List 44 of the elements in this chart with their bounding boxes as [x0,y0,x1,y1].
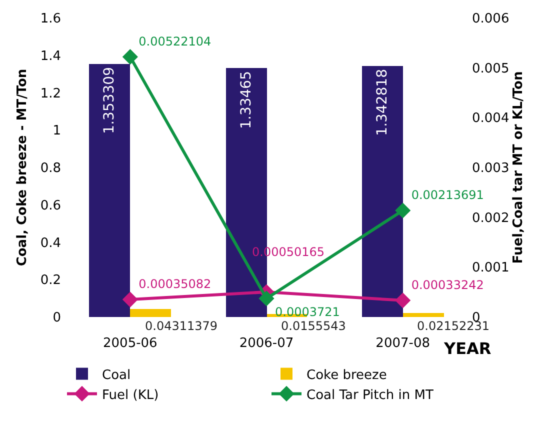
x-tick-label: 2006-07 [239,336,294,351]
point [258,290,274,306]
data-label: 0.00035082 [138,277,212,292]
legend-label: Fuel (KL) [102,388,159,403]
y-tick-label: 0 [52,310,61,326]
data-label: 0.00522104 [138,34,212,48]
y2-tick-label: 0.002 [472,210,510,226]
data-label: 0.0155543 [281,319,346,333]
data-label: 0.00213691 [411,188,484,202]
y2-tick-label: 0.001 [472,260,510,276]
data-label: 1.353309 [102,67,118,134]
y-tick-label: 1.4 [40,48,61,64]
y-tick-label: 0.4 [40,236,61,251]
point [122,292,138,308]
y2-axis-title: Fuel,Coal tar MT or KL/Ton [511,71,526,264]
legend-label: Coal Tar Pitch in MT [306,388,434,403]
bar [362,66,403,317]
point [122,49,138,65]
y2-tick-label: 0.006 [472,12,510,27]
y2-tick-label: 0.003 [472,161,510,176]
legend-label: Coal [102,368,131,383]
y-tick-label: 1.6 [40,12,61,27]
bar [403,313,444,317]
y-tick-label: 1.2 [40,86,61,102]
data-label: 1.342818 [374,69,390,136]
x-axis-title: YEAR [443,339,492,358]
x-tick-label: 2005-06 [103,336,158,351]
y2-tick-label: 0.004 [472,111,510,126]
y-tick-label: 0.2 [40,273,61,288]
point [395,292,411,308]
data-label: 0.04311379 [145,319,218,333]
y2-tick-label: 0.005 [472,61,510,76]
y-tick-label: 0.6 [40,198,61,214]
point [395,202,411,218]
legend-label: Coke breeze [306,368,387,383]
bar [130,309,171,317]
x-tick-label: 2007-08 [376,336,430,351]
y-axis-title: Coal, Coke breeze - MT/Ton [15,68,30,266]
data-label: 1.33465 [238,71,254,129]
bar [89,64,130,317]
y-tick-label: 0.8 [40,161,61,176]
data-label: 0.00033242 [411,278,484,292]
data-label: 0.0003721 [275,304,340,319]
y-tick-label: 1 [52,124,61,139]
